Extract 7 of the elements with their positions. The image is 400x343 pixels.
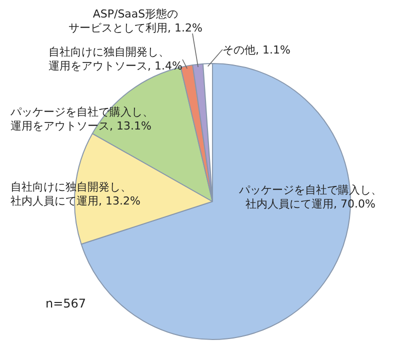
slice-label: パッケージを自社で購入し、社内人員にて運用, 70.0%	[238, 184, 382, 210]
text: n=567	[46, 296, 86, 310]
slice-label: その他, 1.1%	[222, 44, 290, 56]
slice-label: ASP/SaaS形態のサービスとして利用, 1.2%	[68, 8, 202, 34]
slice-label: パッケージを自社で購入し、運用をアウトソース, 13.1%	[10, 106, 154, 132]
slice-label: 自社向けに独自開発し、運用をアウトソース, 1.4%	[48, 46, 182, 72]
slice-label: 自社向けに独自開発し、社内人員にて運用, 13.2%	[10, 180, 140, 208]
